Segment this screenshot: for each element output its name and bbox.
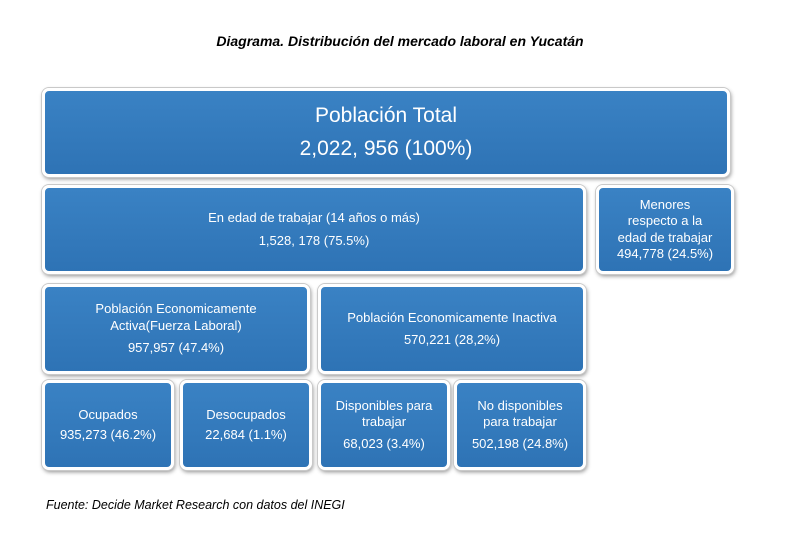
node-value: 935,273 (46.2%) — [59, 427, 157, 442]
node-poblacion-inactiva: Población Economicamente Inactiva 570,22… — [318, 284, 586, 374]
node-menores: Menores respecto a la edad de trabajar 4… — [596, 185, 734, 274]
node-value: 1,528, 178 (75.5%) — [258, 232, 370, 248]
node-value: 570,221 (28,2%) — [403, 332, 501, 347]
node-label: En edad de trabajar (14 años o más) — [208, 209, 420, 225]
node-label-line: respecto a la — [627, 213, 703, 229]
node-value: 494,778 (24.5%) — [616, 245, 714, 261]
node-label-line: edad de trabajar — [617, 229, 713, 245]
node-label-line: No disponibles — [477, 397, 563, 413]
node-label: Población Total — [314, 103, 458, 127]
node-value: 2,022, 956 (100%) — [299, 136, 473, 160]
diagram-title: Diagrama. Distribución del mercado labor… — [216, 33, 584, 49]
node-label-line: Disponibles para — [335, 397, 433, 413]
node-value: 957,957 (47.4%) — [127, 340, 225, 356]
node-value: 502,198 (24.8%) — [471, 436, 569, 452]
node-label: Ocupados — [78, 406, 138, 422]
node-label-line: Población Economicamente — [95, 300, 257, 316]
node-ocupados: Ocupados 935,273 (46.2%) — [42, 380, 174, 470]
node-label-line: para trabajar — [483, 413, 557, 429]
node-poblacion-activa: Población Economicamente Activa(Fuerza L… — [42, 284, 310, 374]
node-label: Población Economicamente Inactiva — [347, 309, 557, 325]
node-label-line: Activa(Fuerza Laboral) — [110, 317, 242, 333]
node-label-line: trabajar — [361, 413, 407, 429]
node-value: 22,684 (1.1%) — [205, 427, 287, 442]
node-label: Desocupados — [206, 406, 286, 422]
node-label-line: Menores — [639, 197, 691, 212]
node-value: 68,023 (3.4%) — [343, 436, 425, 452]
node-desocupados: Desocupados 22,684 (1.1%) — [180, 380, 312, 470]
source-note: Fuente: Decide Market Research con datos… — [46, 498, 345, 512]
node-edad-trabajar: En edad de trabajar (14 años o más) 1,52… — [42, 185, 586, 274]
node-disponibles: Disponibles para trabajar 68,023 (3.4%) — [318, 380, 450, 470]
node-poblacion-total: Población Total 2,022, 956 (100%) — [42, 88, 730, 177]
node-no-disponibles: No disponibles para trabajar 502,198 (24… — [454, 380, 586, 470]
